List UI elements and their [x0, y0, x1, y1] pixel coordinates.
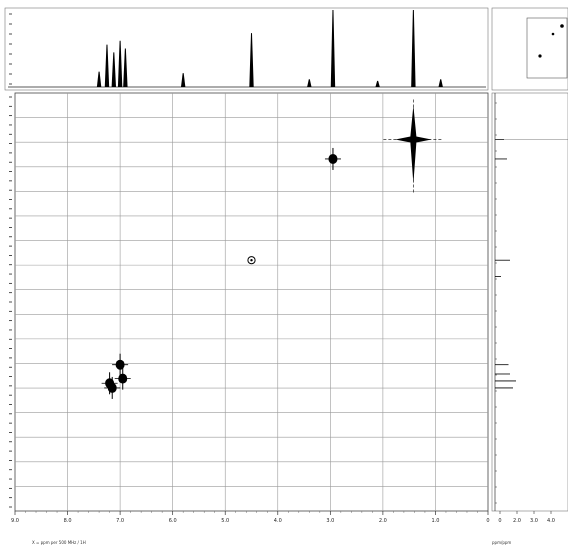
x-axis: 9.0 8.0 7.0 6.0 5.0 4.0 3.0 2.0 1.0 0 [11, 511, 490, 524]
cross-peaks [101, 99, 444, 399]
top-projection-peak [104, 44, 110, 87]
plot-frame [14, 92, 489, 512]
top-projection-peak [117, 40, 123, 87]
cross-peak-contour [395, 105, 432, 184]
x-axis-tick-label: 6.0 [169, 518, 177, 524]
right-projection-panel: 0 2.0 3.0 4.0 [491, 92, 568, 524]
x-axis-tick-label: 4.0 [274, 518, 282, 524]
x-axis-tick-label: 3.0 [326, 518, 334, 524]
cross-peak [383, 99, 444, 195]
inset-panel [491, 7, 568, 91]
top-projection-panel [4, 7, 489, 91]
cross-peak [112, 353, 129, 376]
right-axis-tick-label: 4.0 [547, 518, 555, 524]
left-axis-ticks [9, 13, 12, 508]
right-axis-tick-label: 3.0 [530, 518, 538, 524]
x-axis-tick-label: 8.0 [64, 518, 72, 524]
top-projection-peak [123, 48, 128, 87]
cross-peak [247, 256, 256, 265]
top-projection-peak [375, 80, 380, 87]
cross-peak-center [250, 259, 253, 262]
x-axis-tick-label: 7.0 [116, 518, 124, 524]
inset-peak [560, 24, 564, 28]
x-axis-tick-label: 1.0 [431, 518, 439, 524]
top-projection-trace [8, 10, 486, 88]
cross-peak [101, 372, 118, 395]
footer-left-caption: X = ppm per 500 MHz / 1H [32, 540, 86, 545]
footer-right-caption: ppm/ppm [492, 540, 512, 545]
x-axis-tick-label: 0 [486, 518, 489, 524]
inset-peak [538, 54, 542, 58]
cross-peak-contour [247, 256, 256, 265]
top-projection-peak [307, 79, 312, 87]
top-projection-peak [411, 10, 416, 87]
top-projection-peak [180, 73, 186, 87]
right-axis-tick-label: 2.0 [513, 518, 521, 524]
top-projection-peak [249, 33, 254, 87]
top-projection-peak [111, 52, 117, 87]
cross-peak [114, 367, 131, 390]
x-axis-tick-label: 5.0 [221, 518, 229, 524]
x-axis-tick-label: 9.0 [11, 518, 19, 524]
inset-peak [551, 32, 555, 36]
right-projection-trace [495, 102, 568, 504]
right-axis-tick-label: 0 [498, 518, 501, 524]
main-plot: 9.0 8.0 7.0 6.0 5.0 4.0 3.0 2.0 1.0 0 [9, 13, 490, 524]
right-projection-axis: 0 2.0 3.0 4.0 [498, 511, 555, 524]
top-projection-peak [330, 10, 336, 87]
x-axis-tick-label: 2.0 [379, 518, 387, 524]
cross-peak [324, 147, 341, 170]
top-projection-peak [438, 79, 443, 87]
top-projection-peak [96, 71, 102, 87]
